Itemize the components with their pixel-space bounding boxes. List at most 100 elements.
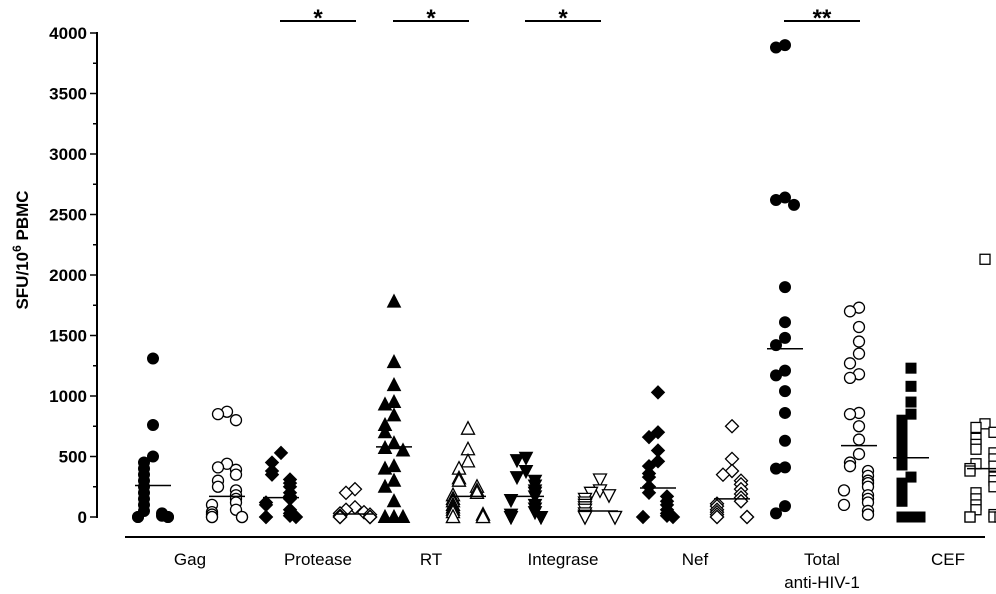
data-point — [509, 471, 525, 486]
data-point — [843, 357, 857, 370]
data-point — [445, 508, 461, 524]
data-point — [724, 418, 740, 434]
y-axis-label: SFU/106 PBMC — [10, 190, 32, 309]
data-point — [635, 509, 651, 525]
data-point — [770, 41, 782, 54]
data-point — [211, 407, 225, 421]
data-point — [460, 420, 476, 435]
significance-markers: * * * ** — [280, 5, 860, 32]
data-point — [905, 362, 917, 374]
data-point — [273, 445, 289, 461]
data-point — [970, 504, 982, 516]
data-point — [533, 511, 549, 526]
x-category-label: Integrase — [528, 550, 599, 569]
data-point — [377, 424, 393, 439]
y-axis: 0 500 1000 1500 2000 2500 3000 3500 4000 — [49, 24, 98, 527]
y-tick-label: 0 — [78, 508, 87, 527]
data-point — [258, 509, 274, 525]
data-point — [905, 471, 917, 483]
data-point — [779, 331, 791, 344]
data-point — [779, 385, 791, 398]
x-category-label: Total — [804, 550, 840, 569]
data-point — [843, 305, 857, 318]
data-point — [779, 281, 791, 294]
data-point — [338, 485, 354, 501]
data-point — [709, 509, 725, 525]
data-point — [503, 494, 519, 509]
data-point — [770, 462, 782, 475]
data-point — [147, 450, 159, 463]
data-point — [964, 465, 976, 477]
data-point — [724, 451, 740, 467]
data-point — [896, 477, 908, 489]
y-tick-label: 1500 — [49, 327, 87, 346]
data-point — [914, 511, 926, 523]
data-point — [964, 511, 976, 523]
data-point — [386, 508, 402, 523]
data-point — [988, 511, 996, 523]
data-point — [852, 335, 866, 348]
data-point — [837, 498, 851, 512]
data-point — [377, 478, 393, 493]
data-point — [852, 433, 866, 446]
data-point — [229, 468, 243, 481]
x-category-label: CEF — [931, 550, 965, 569]
y-tick-label: 3000 — [49, 145, 87, 164]
data-point — [132, 511, 144, 523]
data-point — [211, 480, 225, 493]
y-axis-label-tail: PBMC — [13, 190, 32, 245]
significance-label: * — [426, 5, 436, 32]
data-point — [395, 508, 411, 523]
data-point — [386, 354, 402, 369]
data-point — [460, 452, 476, 468]
data-point — [386, 407, 402, 422]
x-axis: Gag Protease RT Integrase Nef Total anti-HIV-1… — [125, 536, 985, 592]
data-point — [905, 380, 917, 392]
data-point — [970, 421, 982, 434]
data-point — [979, 253, 991, 265]
data-point — [377, 508, 393, 523]
data-point — [592, 473, 608, 488]
y-axis-label-main: SFU/10 — [13, 252, 32, 310]
data-point — [147, 352, 159, 365]
y-tick-label: 2000 — [49, 266, 87, 285]
data-point — [235, 510, 249, 524]
y-tick-label: 1000 — [49, 387, 87, 406]
x-category-label: RT — [420, 550, 442, 569]
data-point — [843, 371, 857, 385]
data-point — [770, 339, 782, 352]
data-point — [739, 509, 755, 525]
data-point — [641, 429, 657, 445]
y-tick-label: 2500 — [49, 206, 87, 225]
data-point — [905, 396, 917, 408]
data-point — [577, 510, 593, 526]
data-point — [395, 442, 411, 457]
data-point — [988, 460, 996, 472]
data-point — [779, 434, 791, 447]
data-point — [837, 484, 851, 497]
y-tick-label: 4000 — [49, 24, 87, 43]
data-point — [788, 198, 800, 211]
data-point — [852, 320, 866, 334]
y-axis-label-superscript: 6 — [10, 245, 24, 252]
data-point — [852, 420, 866, 433]
data-point — [607, 510, 623, 526]
data-point — [469, 484, 485, 499]
data-point — [896, 459, 908, 471]
data-point — [377, 396, 393, 411]
median-lines — [135, 348, 996, 515]
data-point — [205, 510, 219, 524]
y-tick-label: 3500 — [49, 85, 87, 104]
data-point — [377, 460, 393, 475]
data-point — [970, 443, 982, 455]
data-point — [451, 472, 467, 487]
x-category-label-line2: anti-HIV-1 — [784, 573, 860, 592]
significance-label: * — [558, 5, 568, 32]
data-point — [843, 407, 857, 421]
data-point — [896, 495, 908, 507]
data-point — [988, 426, 996, 438]
data-point — [665, 509, 681, 525]
data-point — [650, 454, 666, 469]
data-point — [779, 316, 791, 329]
data-point — [264, 467, 280, 482]
